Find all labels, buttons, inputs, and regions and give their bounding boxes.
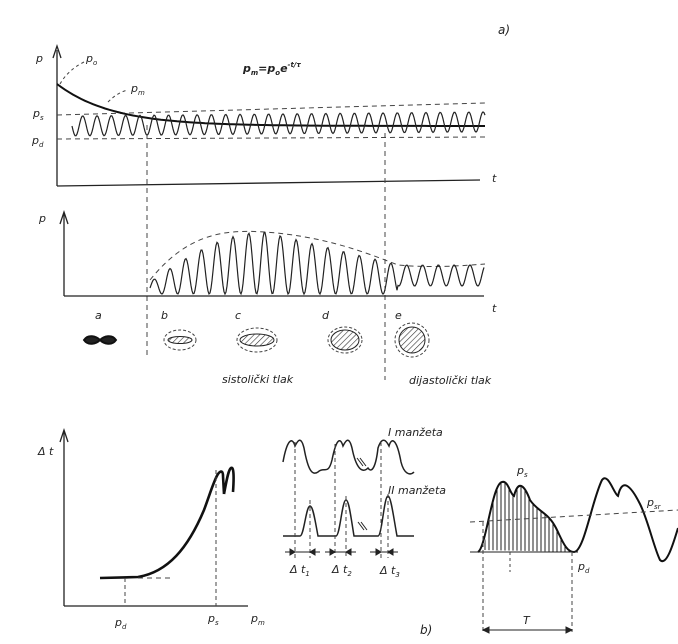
phase-e: e bbox=[395, 309, 402, 322]
mean-pressure-line bbox=[469, 509, 678, 523]
label-po: po bbox=[85, 52, 97, 67]
cuff1-waveform bbox=[282, 439, 415, 475]
pd-level-line bbox=[56, 136, 486, 140]
b-left-axes bbox=[59, 427, 248, 607]
b-left-pm: pm bbox=[250, 612, 265, 627]
b-left-ps: ps bbox=[207, 612, 219, 627]
artery-e-icon bbox=[394, 322, 430, 358]
amplitude-curve bbox=[99, 466, 235, 580]
label-pm: pm bbox=[130, 82, 145, 97]
label-pd: pd bbox=[31, 134, 44, 149]
dt3-label: Δ t3 bbox=[379, 564, 400, 579]
dt-arrows bbox=[285, 548, 398, 556]
graph1-y-label: p bbox=[35, 52, 43, 65]
cuff2-waveform bbox=[283, 495, 414, 537]
dijastolicki-label: dijastolički tlak bbox=[409, 374, 492, 387]
sistolicki-label: sistolički tlak bbox=[222, 373, 294, 386]
phase-d: d bbox=[322, 309, 330, 322]
oscillation-envelope bbox=[149, 230, 486, 281]
dt2-label: Δ t2 bbox=[331, 563, 352, 578]
panel-a-tag: a) bbox=[498, 23, 510, 37]
graph2-axes bbox=[59, 209, 484, 297]
decay-curve-pm bbox=[56, 83, 485, 127]
dt1-label: Δ t1 bbox=[289, 563, 310, 578]
phase-a: a bbox=[95, 309, 102, 322]
label-ps: ps bbox=[32, 107, 44, 122]
b-left-pd: pd bbox=[114, 616, 127, 631]
artery-closed-icon bbox=[82, 335, 118, 345]
graph1-x-label: t bbox=[492, 172, 497, 185]
graph2-x-label: t bbox=[492, 302, 497, 315]
cuff2-label: II manžeta bbox=[388, 484, 446, 497]
pulse-oscillation-top bbox=[71, 111, 486, 137]
b-right-T: T bbox=[523, 614, 531, 627]
phase-b: b bbox=[161, 309, 168, 322]
graph2-y-label: p bbox=[38, 212, 46, 225]
cuff1-label: I manžeta bbox=[388, 426, 443, 439]
pulse-oscillation-bottom bbox=[149, 231, 485, 296]
systole-area-fill bbox=[483, 481, 572, 552]
leader-pm bbox=[107, 89, 129, 103]
b-right-ps: ps bbox=[516, 464, 528, 479]
cuff-alignment-lines bbox=[294, 442, 389, 558]
graph1-axes bbox=[52, 43, 481, 187]
formula-pm: pm=poe-t/τ bbox=[242, 61, 301, 77]
panel-b-tag: b) bbox=[420, 623, 432, 637]
artery-b-icon bbox=[163, 329, 197, 351]
b-right-psr: psr bbox=[646, 496, 662, 511]
leader-po bbox=[59, 61, 85, 85]
b-left-y-label: Δ t bbox=[37, 445, 54, 458]
period-arrow bbox=[481, 626, 574, 634]
b-right-pd: pd bbox=[577, 560, 590, 575]
phase-c: c bbox=[235, 309, 241, 322]
break-mark-1 bbox=[356, 457, 368, 531]
artery-d-icon bbox=[327, 326, 363, 354]
artery-c-icon bbox=[236, 327, 278, 353]
